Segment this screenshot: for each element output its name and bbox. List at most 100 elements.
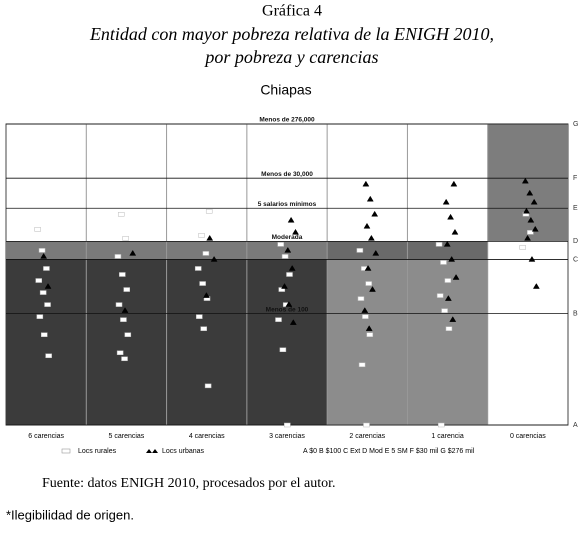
urban-point	[364, 264, 372, 271]
rural-point	[36, 314, 44, 319]
rural-point	[277, 242, 284, 247]
urban-point	[40, 252, 48, 259]
rural-point	[44, 302, 51, 307]
urban-point	[447, 213, 455, 220]
urban-point	[526, 189, 534, 196]
urban-point	[206, 234, 214, 241]
urban-point	[210, 255, 218, 262]
chart-title: Entidad con mayor pobreza relativa de la…	[89, 24, 494, 44]
y-tick-label: D	[573, 238, 578, 245]
rural-point	[116, 350, 124, 356]
rural-point	[362, 314, 369, 319]
x-tick-label: 6 carencias	[28, 433, 64, 440]
rural-point	[199, 281, 206, 286]
chart-subtitle: Chiapas	[260, 82, 311, 98]
legend-label: Locs urbanas	[162, 448, 205, 455]
rural-point	[43, 266, 50, 271]
rural-point	[436, 293, 444, 298]
rural-point	[278, 287, 286, 292]
rural-point	[114, 254, 122, 259]
rural-point	[519, 245, 526, 250]
urban-point	[361, 307, 369, 313]
urban-point	[530, 198, 538, 205]
rural-point	[196, 314, 203, 319]
rural-point	[120, 317, 127, 322]
source-note: Fuente: datos ENIGH 2010, procesados por…	[42, 476, 336, 491]
urban-point	[287, 216, 295, 223]
urban-point	[372, 249, 380, 256]
urban-point	[527, 216, 535, 223]
rural-point	[35, 278, 42, 283]
rural-point	[122, 236, 129, 241]
rural-point	[358, 362, 366, 368]
figure-label: Gráfica 4	[262, 3, 322, 20]
rural-point	[200, 326, 207, 331]
urban-point	[449, 316, 457, 322]
rural-point	[194, 266, 202, 271]
urban-point	[448, 255, 456, 262]
footnote: *Ilegibilidad de origen.	[6, 507, 134, 522]
x-tick-label: 0 carencias	[510, 433, 546, 440]
urban-point	[444, 295, 452, 301]
urban-point	[452, 274, 460, 280]
urban-point	[288, 264, 296, 271]
rural-point	[121, 356, 128, 362]
y-tick-label: B	[573, 310, 578, 317]
rural-point	[205, 209, 213, 214]
rural-point	[275, 317, 282, 322]
urban-point	[443, 240, 451, 247]
rural-point	[38, 248, 46, 253]
rural-point	[204, 383, 212, 389]
urban-point	[451, 228, 459, 235]
rural-point	[279, 347, 287, 352]
urban-point	[44, 283, 52, 289]
threshold-label: Menos de 100	[266, 306, 309, 313]
urban-point	[121, 307, 129, 313]
urban-point	[521, 177, 529, 184]
rural-point	[202, 251, 210, 256]
y-tick-label: C	[573, 256, 578, 263]
urban-point	[362, 180, 370, 187]
rural-point	[45, 353, 52, 359]
rural-point	[117, 212, 125, 217]
rural-point	[527, 230, 534, 235]
urban-point	[528, 255, 536, 262]
x-tick-label: 3 carencias	[269, 433, 305, 440]
rural-point	[119, 272, 126, 277]
legend-label: Locs rurales	[78, 448, 117, 455]
urban-point	[365, 325, 373, 331]
rural-point	[440, 260, 447, 265]
urban-point	[523, 207, 530, 214]
urban-point	[366, 195, 374, 202]
rural-point	[357, 296, 365, 301]
y-tick-label: G	[573, 121, 578, 128]
rural-point	[438, 422, 445, 428]
rural-point	[115, 302, 123, 307]
y-tick-label: A	[573, 422, 578, 429]
urban-point	[281, 283, 288, 289]
rural-point	[366, 332, 374, 337]
chart-title-line2: por pobreza y carencias	[203, 47, 378, 67]
threshold-label: Menos de 276,000	[259, 117, 315, 124]
urban-point	[285, 301, 293, 307]
urban-point	[292, 228, 299, 235]
urban-point	[442, 198, 450, 205]
rural-point	[281, 254, 289, 259]
legend-marker	[61, 448, 71, 454]
rural-point	[39, 290, 47, 295]
urban-point	[284, 246, 292, 253]
rural-point	[40, 332, 48, 337]
threshold-label: Menos de 30,000	[261, 171, 313, 178]
plot-area: A B C D E F G Menos de 276,000 Menos de 30,000 5 …	[5, 117, 578, 455]
rural-point	[363, 422, 370, 428]
rural-point	[198, 233, 205, 238]
urban-point	[363, 222, 371, 229]
rural-point	[284, 422, 291, 428]
rural-point	[445, 326, 453, 331]
urban-point	[531, 225, 539, 232]
threshold-label: Moderada	[272, 234, 303, 241]
y-tick-label: E	[573, 205, 578, 212]
rural-point	[34, 227, 41, 232]
urban-point	[450, 180, 458, 187]
